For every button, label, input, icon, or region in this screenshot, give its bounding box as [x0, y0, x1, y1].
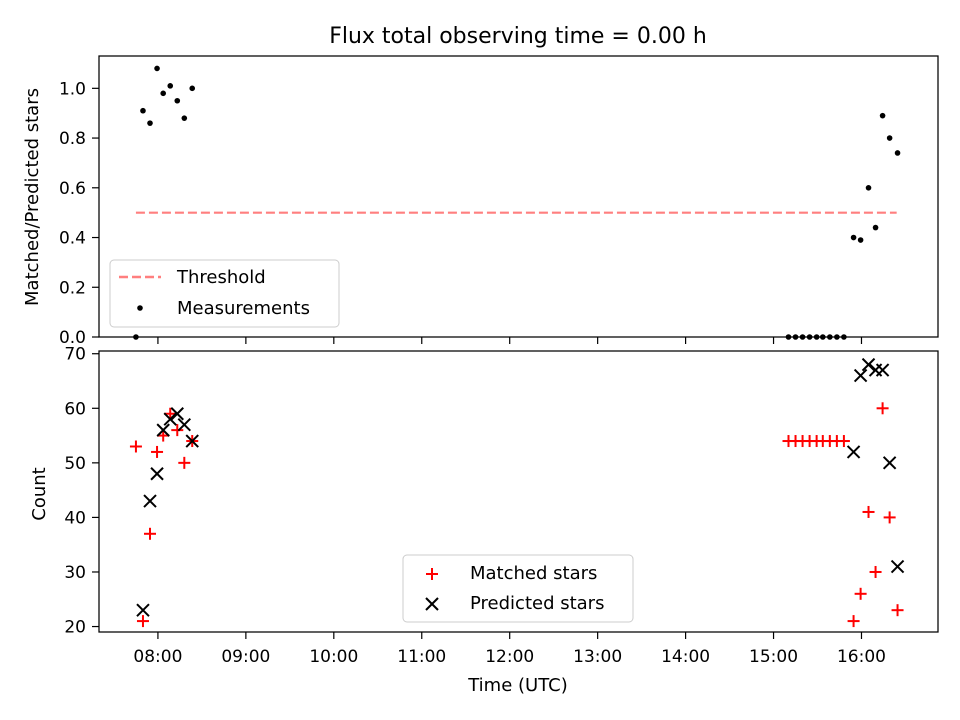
legend-measurements-label: Measurements [177, 298, 310, 319]
measurement-point [189, 85, 196, 92]
matched-star-point [854, 587, 867, 600]
measurement-point [167, 83, 174, 89]
predicted-star-point [861, 357, 876, 372]
top-y-tick-label: 0.8 [59, 129, 86, 149]
predicted-star-point [170, 407, 184, 421]
top-legend-box [109, 259, 340, 328]
bottom-marks [129, 357, 905, 628]
measurement-point [140, 107, 146, 114]
measurement-point [160, 90, 167, 97]
matched-star-point [151, 445, 164, 458]
legend-threshold-label: Threshold [176, 267, 266, 288]
top-y-tick-label: 0.6 [59, 179, 86, 199]
bottom-y-tick-label: 60 [64, 399, 86, 419]
matched-star-point [171, 424, 184, 437]
matched-star-point [862, 505, 875, 518]
matched-star-point [869, 565, 882, 578]
legend-matched-label: Matched stars [470, 563, 597, 584]
predicted-star-point [890, 559, 905, 574]
bottom-x-axis: 08:00 09:00 10:00 11:00 12:00 13:00 14:00 15:00… [133, 632, 886, 667]
bottom-xlabel: Time (UTC) [467, 675, 568, 696]
bottom-x-tick-label: 09:00 [221, 647, 270, 667]
bottom-y-tick-label: 40 [64, 508, 86, 528]
bottom-legend-box [402, 554, 634, 623]
bottom-y-tick-label: 20 [64, 618, 86, 638]
bottom-x-tick-label: 10:00 [309, 647, 358, 667]
top-ylabel: Matched/Predicted stars [22, 88, 43, 306]
matched-star-point [891, 604, 904, 617]
bottom-y-axis: 20 30 40 50 60 70 [64, 345, 99, 638]
predicted-star-point [177, 417, 192, 432]
top-panel: Flux total observing time = 0.00 h 0.00.… [22, 24, 939, 348]
matched-star-point [837, 435, 850, 448]
measurement-point [850, 234, 857, 241]
measurement-point [872, 224, 879, 231]
predicted-star-point [846, 445, 861, 459]
measurement-point [181, 115, 188, 121]
top-x-ticks [157, 337, 863, 344]
bottom-axes-frame [98, 350, 939, 633]
predicted-star-point [853, 368, 868, 383]
legend-measurements-swatch [137, 305, 143, 311]
top-axes-frame [98, 55, 939, 338]
bottom-x-tick-label: 16:00 [837, 647, 886, 667]
bottom-y-tick-label: 30 [64, 563, 86, 583]
measurement-point [154, 65, 160, 72]
predicted-star-point [185, 434, 199, 448]
measurement-point [857, 237, 864, 243]
measurement-point [147, 120, 153, 126]
top-y-tick-label: 0.4 [59, 229, 86, 249]
bottom-panel: 20 30 40 50 60 70 08:00 09:00 10:00 11:00 12:00 13… [29, 345, 939, 696]
bottom-x-tick-label: 11:00 [397, 647, 446, 667]
matched-star-point [164, 407, 177, 420]
bottom-legend: Matched stars Predicted stars [402, 554, 634, 623]
predicted-star-point [143, 494, 157, 508]
top-y-tick-label: 0.2 [59, 278, 86, 298]
top-y-tick-label: 1.0 [59, 79, 86, 99]
matched-star-point [157, 429, 170, 442]
predicted-star-point [163, 412, 177, 426]
measurement-point [886, 135, 893, 141]
bottom-x-tick-label: 08:00 [133, 647, 182, 667]
top-legend: Threshold Measurements [109, 259, 340, 328]
top-y-axis: 0.0 0.2 0.4 0.6 0.8 1.0 [59, 79, 99, 348]
measurement-point [879, 112, 886, 119]
matched-star-point [876, 402, 889, 415]
legend-matched-swatch [426, 568, 438, 580]
measurement-point [865, 184, 872, 191]
top-title: Flux total observing time = 0.00 h [329, 24, 707, 49]
predicted-star-point [136, 603, 150, 617]
measurement-point [174, 97, 181, 104]
legend-predicted-label: Predicted stars [470, 593, 604, 614]
predicted-star-point [150, 467, 164, 481]
predicted-star-point [882, 456, 897, 470]
predicted-star-point [156, 423, 170, 437]
top-marks [133, 65, 901, 340]
legend-predicted-swatch [425, 597, 439, 611]
matched-star-point [847, 615, 860, 628]
bottom-x-tick-label: 12:00 [485, 647, 534, 667]
matched-star-point [883, 511, 896, 524]
bottom-x-tick-label: 13:00 [573, 647, 622, 667]
bottom-ylabel: Count [29, 467, 50, 520]
predicted-star-point [875, 363, 890, 377]
bottom-y-tick-label: 50 [64, 454, 86, 474]
matched-star-point [178, 456, 191, 469]
bottom-y-tick-label: 70 [64, 345, 86, 365]
matched-star-point [136, 615, 149, 628]
bottom-x-tick-label: 14:00 [661, 647, 710, 667]
matched-star-point [144, 527, 157, 540]
measurement-point [894, 150, 901, 156]
top-y-tick-label: 0.0 [59, 328, 86, 348]
matched-star-point [129, 440, 142, 453]
bottom-x-tick-label: 15:00 [749, 647, 798, 667]
